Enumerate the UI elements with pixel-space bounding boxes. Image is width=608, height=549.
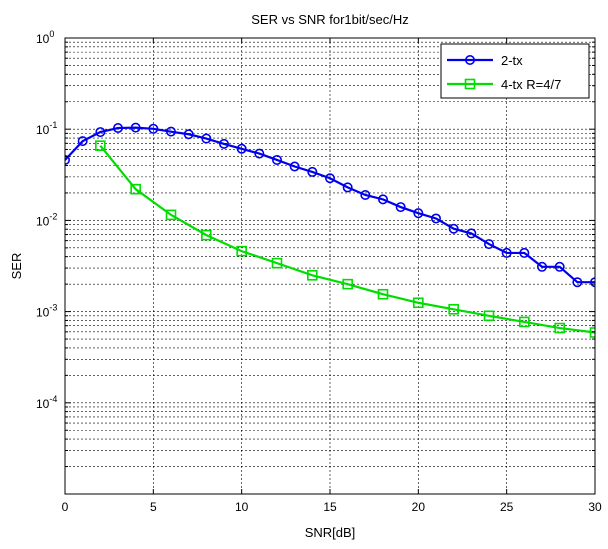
data-point: [536, 261, 547, 272]
x-axis-label: SNR[dB]: [305, 525, 356, 540]
data-point: [554, 261, 565, 272]
data-point: [183, 129, 194, 140]
data-point: [483, 239, 494, 250]
series-2: [95, 140, 595, 338]
x-tick-label: 10: [235, 500, 249, 514]
data-point: [236, 245, 247, 257]
data-point: [324, 173, 335, 184]
legend-marker: [464, 54, 475, 65]
y-tick-label: 10-4: [36, 394, 57, 411]
data-point: [289, 161, 300, 172]
data-point: [95, 127, 106, 138]
data-point: [77, 136, 88, 147]
data-point: [130, 122, 141, 133]
data-point: [271, 257, 283, 269]
legend-entry: 4-tx R=4/7: [447, 77, 561, 92]
x-tick-label: 15: [323, 500, 337, 514]
y-tick-label-exponent: -2: [49, 211, 57, 221]
y-tick-label: 10-1: [36, 120, 57, 137]
data-point: [519, 247, 530, 258]
x-tick-label: 25: [500, 500, 514, 514]
y-tick-label-base: 10: [36, 306, 50, 320]
y-tick-label-exponent: 0: [49, 29, 54, 39]
grid-lines: [65, 38, 595, 494]
data-point: [466, 228, 477, 239]
y-tick-label-base: 10: [36, 123, 50, 137]
data-point: [166, 126, 177, 137]
y-tick-label-exponent: -4: [49, 394, 57, 404]
data-point: [430, 213, 441, 224]
x-tick-label: 0: [62, 500, 69, 514]
data-point: [501, 247, 512, 258]
data-point: [572, 277, 583, 288]
data-point: [554, 322, 565, 334]
data-point: [271, 154, 282, 165]
data-point: [95, 140, 106, 151]
y-tick-label-base: 10: [36, 397, 50, 411]
data-point: [165, 209, 177, 221]
series-1: [65, 122, 595, 288]
data-point: [307, 270, 318, 281]
y-tick-label: 10-2: [36, 211, 57, 228]
legend: 2-tx 4-tx R=4/7: [440, 43, 590, 99]
data-point: [377, 288, 389, 300]
y-tick-label-base: 10: [36, 214, 50, 228]
data-point: [483, 310, 495, 322]
data-point: [219, 138, 230, 149]
series-line: [99, 144, 595, 334]
y-tick-label-base: 10: [36, 32, 50, 46]
x-tick-label: 5: [150, 500, 157, 514]
y-axis-label: SER: [9, 253, 24, 280]
data-point: [589, 327, 595, 338]
legend-entry: 2-tx: [447, 53, 523, 68]
data-point: [236, 143, 247, 154]
data-point: [342, 182, 353, 193]
data-point: [113, 123, 124, 134]
data-point: [360, 189, 371, 200]
y-tick-label: 100: [36, 29, 54, 46]
data-point: [307, 166, 318, 177]
chart-title: SER vs SNR for1bit/sec/Hz: [251, 12, 409, 27]
series-layer: [65, 122, 595, 338]
data-point: [342, 278, 353, 290]
data-point: [413, 297, 424, 309]
x-tick-label: 20: [412, 500, 426, 514]
y-tick-label-exponent: -3: [49, 303, 57, 313]
data-point: [201, 133, 212, 144]
legend-label: 4-tx R=4/7: [501, 77, 561, 92]
data-point: [413, 208, 424, 219]
data-point: [395, 202, 406, 213]
data-point: [148, 123, 159, 134]
data-point: [448, 223, 459, 234]
legend-marker: [464, 78, 476, 90]
data-point: [201, 229, 212, 241]
legend-label: 2-tx: [501, 53, 523, 68]
data-point: [254, 148, 265, 159]
series-line: [65, 126, 595, 284]
data-point: [448, 303, 459, 315]
y-tick-label-exponent: -1: [49, 120, 57, 130]
data-point: [130, 183, 141, 195]
data-point: [65, 154, 70, 165]
x-tick-label: 30: [588, 500, 602, 514]
data-point: [377, 194, 388, 205]
data-point: [519, 316, 530, 328]
y-tick-label: 10-3: [36, 303, 57, 320]
